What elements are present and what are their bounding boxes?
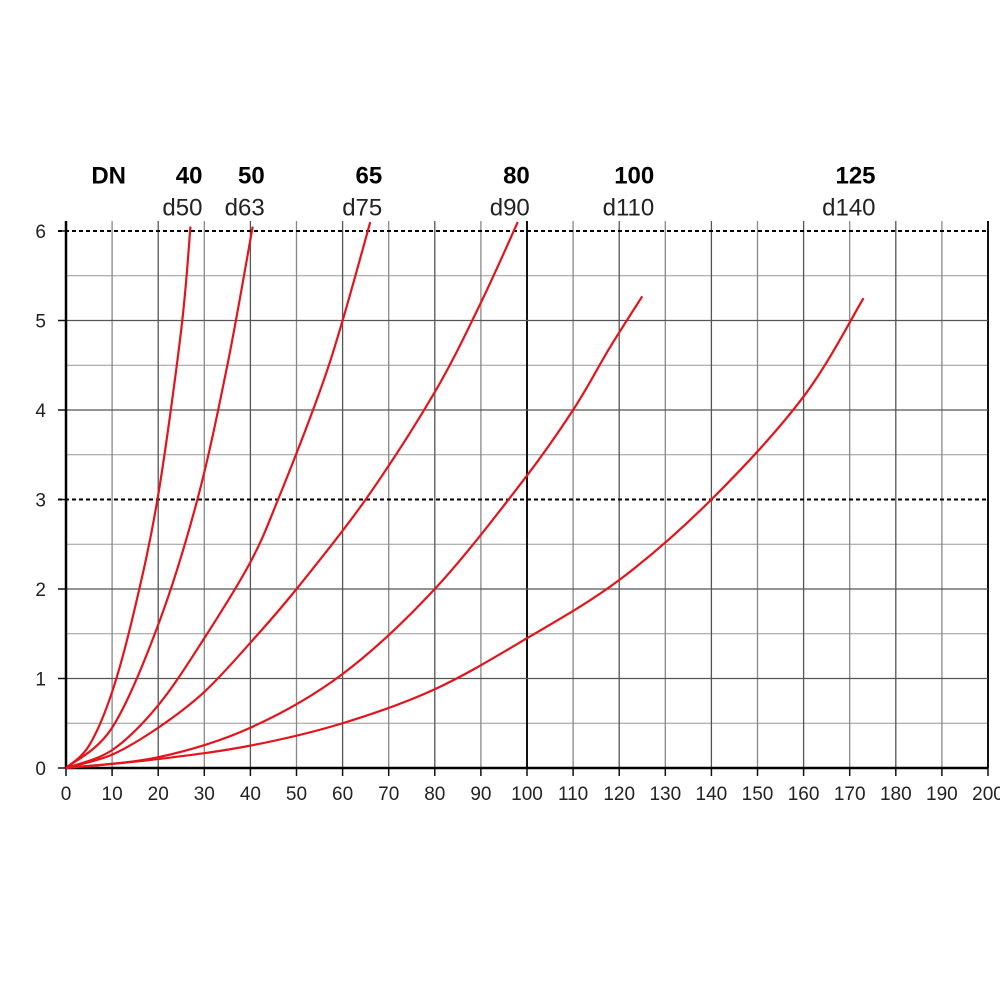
curve xyxy=(65,297,865,770)
x-tick-label: 190 xyxy=(926,784,958,805)
x-tick-label: 10 xyxy=(102,784,123,805)
x-tick-label: 160 xyxy=(788,784,820,805)
y-tick-label: 4 xyxy=(35,401,46,422)
legend-label: d75 xyxy=(342,194,382,221)
legend-label: d110 xyxy=(603,194,655,221)
legend-label: d140 xyxy=(822,194,875,221)
dn-label: 50 xyxy=(238,162,265,189)
dn-label: 100 xyxy=(614,162,654,189)
y-tick-label: 0 xyxy=(35,759,46,780)
y-tick-label: 2 xyxy=(35,580,46,601)
x-tick-label: 50 xyxy=(286,784,307,805)
x-tick-label: 80 xyxy=(424,784,445,805)
x-tick-label: 140 xyxy=(696,784,728,805)
y-tick-label: 1 xyxy=(35,670,46,691)
curve xyxy=(65,226,192,769)
x-tick-label: 150 xyxy=(742,784,774,805)
header-label: DN xyxy=(91,162,126,189)
dn-label: 40 xyxy=(176,162,203,189)
x-tick-label: 70 xyxy=(378,784,399,805)
x-tick-label: 20 xyxy=(148,784,169,805)
y-tick-label: 3 xyxy=(35,491,46,512)
x-tick-label: 60 xyxy=(332,784,353,805)
x-tick-label: 100 xyxy=(511,784,543,805)
x-tick-label: 30 xyxy=(194,784,215,805)
legend-label: d63 xyxy=(225,194,265,221)
x-tick-label: 0 xyxy=(61,784,72,805)
dn-label: 80 xyxy=(503,162,530,189)
curve xyxy=(65,226,254,769)
x-tick-label: 90 xyxy=(470,784,491,805)
y-tick-label: 5 xyxy=(35,312,46,333)
x-tick-label: 120 xyxy=(603,784,635,805)
dn-label: 125 xyxy=(835,162,875,189)
dn-label: 65 xyxy=(356,162,383,189)
curve xyxy=(65,295,644,770)
x-tick-label: 130 xyxy=(649,784,681,805)
x-tick-label: 110 xyxy=(558,784,588,805)
x-tick-label: 200 xyxy=(972,784,1000,805)
x-tick-label: 170 xyxy=(834,784,866,805)
curve xyxy=(65,221,372,770)
y-tick-label: 6 xyxy=(35,222,46,243)
x-tick-label: 180 xyxy=(880,784,912,805)
legend-label: d50 xyxy=(162,194,202,221)
x-tick-label: 40 xyxy=(240,784,261,805)
curve xyxy=(65,221,519,770)
legend-label: d90 xyxy=(490,194,530,221)
